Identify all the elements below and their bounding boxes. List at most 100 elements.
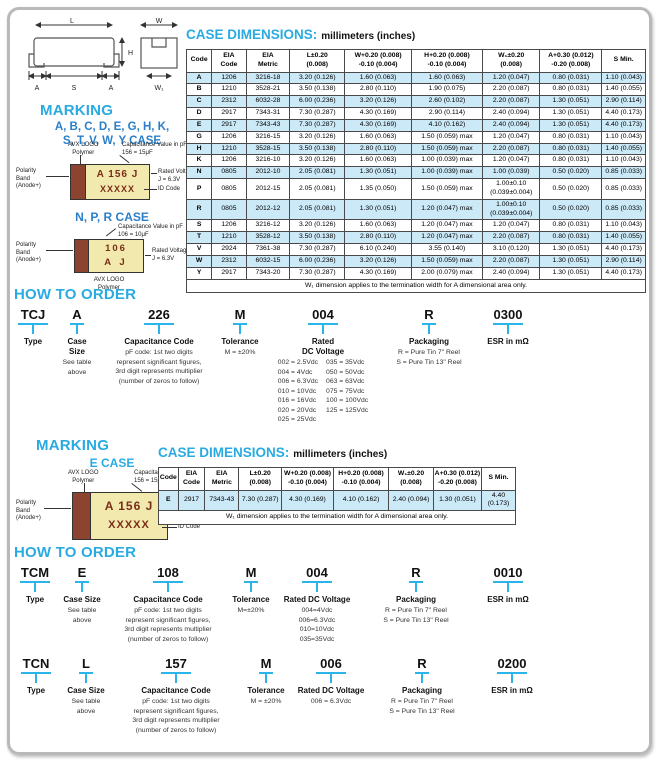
col-header: Code bbox=[158, 467, 179, 491]
cell: 2.00 (0.079) max bbox=[410, 266, 484, 280]
cell: 0.80 (0.031) bbox=[539, 71, 603, 85]
cell: 4.40 (0.173) bbox=[601, 243, 646, 256]
case-code-cell: Y bbox=[185, 266, 213, 280]
cell: 3216-12 bbox=[245, 219, 291, 233]
order-label: Case Size bbox=[63, 595, 101, 604]
col-header: A+0.30 (0.012) -0.20 (0.008) bbox=[539, 49, 603, 73]
order-col-tolerance: M Tolerance M = ±20% bbox=[216, 307, 264, 425]
polarity-label: Polarity Band (Anode+) bbox=[16, 242, 41, 263]
order-col-voltage: 004 Rated DC Voltage 004=4Vdc 006=6.3Vdc… bbox=[274, 565, 360, 644]
order-label: Packaging bbox=[408, 337, 449, 346]
case-dimensions-table-ecase: Code EIA Code EIA Metric L±0.20 (0.008) … bbox=[158, 467, 516, 526]
order-label: Type bbox=[23, 337, 43, 346]
table-row: G 1206 3216-15 3.20 (0.126) 1.60 (0.063)… bbox=[185, 130, 646, 144]
cell: 2.20 (0.087) bbox=[482, 83, 541, 97]
cell: 4.40 (0.173) bbox=[601, 107, 646, 120]
dim-label-H: H bbox=[128, 50, 133, 57]
table-title: CASE DIMENSIONS: bbox=[186, 27, 318, 42]
order-note: R = Pure Tin 7" Reel S = Pure Tin 13" Re… bbox=[396, 349, 462, 366]
order-label: Rated DC Voltage bbox=[301, 337, 345, 356]
table-footnote: W₁ dimension applies to the termination … bbox=[186, 278, 646, 294]
col-header: S Min. bbox=[481, 467, 516, 491]
cell: 3528-15 bbox=[245, 142, 291, 156]
cell: 7343-31 bbox=[245, 107, 291, 120]
table-subtitle: millimeters (inches) bbox=[321, 31, 416, 42]
cell: 7361-38 bbox=[245, 243, 291, 256]
chip-marking-line1: A 156 J bbox=[96, 169, 139, 180]
tick-mark bbox=[20, 581, 50, 593]
order-label: Case Size bbox=[67, 686, 105, 695]
cell: 1.10 (0.043) bbox=[601, 130, 646, 144]
polarity-label: Polarity Band (Anode+) bbox=[16, 168, 41, 189]
cell: 1.50 (0.059) max bbox=[410, 142, 484, 156]
tick-mark bbox=[259, 672, 273, 684]
tick-mark bbox=[409, 581, 423, 593]
table-row: E 2917 7343-43 7.30 (0.287) 4.30 (0.169)… bbox=[158, 489, 516, 512]
cell: 4.40 (0.173) bbox=[481, 489, 516, 512]
col-header: EIA Code bbox=[177, 467, 206, 491]
cell: 6032-15 bbox=[245, 254, 291, 268]
polarity-band bbox=[73, 493, 91, 539]
order-col-esr: 0200 ESR in mΩ bbox=[476, 656, 548, 735]
voltage-code-list: 002 = 2.5Vdc 004 = 4Vdc 006 = 6.3Vdc 010… bbox=[264, 357, 382, 425]
cell: 1206 bbox=[211, 219, 247, 233]
case-code-cell: K bbox=[185, 154, 213, 168]
cell: 2917 bbox=[211, 266, 247, 280]
dim-label-L: L bbox=[70, 18, 74, 25]
col-header: Code bbox=[185, 49, 213, 73]
how-to-order-tcj: HOW TO ORDER TCJ Type A Case Size See ta… bbox=[14, 286, 554, 425]
table-row: E 2917 7343-43 7.30 (0.287) 4.30 (0.169)… bbox=[185, 118, 646, 132]
table-row: A 1206 3216-18 3.20 (0.126) 1.60 (0.063)… bbox=[185, 71, 646, 85]
tick-mark bbox=[497, 672, 527, 684]
polarity-band bbox=[71, 165, 86, 199]
order-code: R bbox=[417, 656, 427, 671]
tick-mark bbox=[244, 581, 258, 593]
cell: 0.80 (0.031) bbox=[539, 219, 603, 233]
order-label: Case Size bbox=[67, 337, 87, 356]
dim-label-A-left: A bbox=[35, 85, 40, 92]
cell: 2.20 (0.087) bbox=[482, 95, 541, 109]
callout-line bbox=[44, 508, 71, 509]
case-code-cell: E bbox=[158, 489, 179, 512]
order-label: Rated DC Voltage bbox=[297, 686, 365, 695]
order-col-packaging: R Packaging R = Pure Tin 7" Reel S = Pur… bbox=[368, 656, 476, 735]
cell: 2312 bbox=[211, 254, 247, 268]
capacitance-label: Capacitance Value in pF 156 = 15μF bbox=[122, 142, 187, 156]
order-label: Tolerance bbox=[221, 337, 259, 346]
id-code-label: ID Code bbox=[158, 186, 181, 192]
table-row: P 0805 2012-15 2.05 (0.081) 1.35 (0.050)… bbox=[185, 178, 646, 200]
tick-mark bbox=[415, 672, 429, 684]
cell: 3.50 (0.138) bbox=[289, 231, 346, 245]
order-code: 004 bbox=[312, 307, 334, 322]
order-col-type: TCN Type bbox=[14, 656, 58, 735]
capacitance-label: Capacitance Value in pF 106 = 10μF bbox=[118, 224, 183, 238]
case-code-cell: T bbox=[185, 231, 213, 245]
order-code: TCN bbox=[22, 656, 50, 671]
cell: 0.50 (0.020) bbox=[539, 166, 603, 180]
cell: 1.10 (0.043) bbox=[601, 219, 646, 233]
cell: 3.20 (0.126) bbox=[344, 254, 412, 268]
order-code: 108 bbox=[157, 565, 179, 580]
cell: 1.60 (0.063) bbox=[344, 130, 412, 144]
cell: 4.40 (0.173) bbox=[601, 118, 646, 132]
cell: 3.20 (0.126) bbox=[289, 219, 346, 233]
case-code-cell: W bbox=[185, 254, 213, 268]
cell: 4.30 (0.169) bbox=[344, 118, 412, 132]
order-col-case-size: L Case Size See table above bbox=[58, 656, 114, 735]
table-row: D 2917 7343-31 7.30 (0.287) 4.30 (0.169)… bbox=[185, 107, 646, 120]
tick-mark bbox=[161, 672, 191, 684]
cell: 1.90 (0.075) bbox=[410, 83, 484, 97]
case-dimension-drawing: L H A S A W W₁ bbox=[28, 18, 178, 92]
order-col-capacitance: 157 Capacitance Code pF code: 1st two di… bbox=[114, 656, 238, 735]
table-row: S 1206 3216-12 3.20 (0.126) 1.60 (0.063)… bbox=[185, 219, 646, 233]
order-col-voltage: 004 Rated DC Voltage 002 = 2.5Vdc 004 = … bbox=[264, 307, 382, 425]
case-code-cell: B bbox=[185, 83, 213, 97]
cell: 2.40 (0.094) bbox=[482, 266, 541, 280]
case-code-cell: V bbox=[185, 243, 213, 256]
order-label: Rated DC Voltage bbox=[283, 595, 351, 604]
cell: 2.05 (0.081) bbox=[289, 198, 346, 221]
section-title: HOW TO ORDER bbox=[14, 286, 137, 303]
order-label: Tolerance bbox=[247, 686, 285, 695]
cell: 1.50 (0.059) max bbox=[410, 178, 484, 200]
